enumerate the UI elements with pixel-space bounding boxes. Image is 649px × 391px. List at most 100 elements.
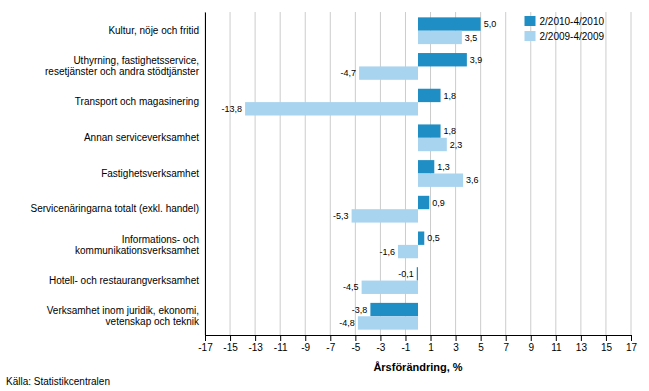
legend: 2/2010-4/20102/2009-4/2009 [525,16,605,42]
data-label: 0,9 [432,198,445,208]
grid-line [631,12,632,335]
tick-mark [581,335,582,341]
bar [418,160,434,173]
legend-swatch [525,16,536,26]
data-label: 3,9 [470,55,483,65]
grid-line [605,12,606,335]
tick: 11 [551,335,562,353]
bar [418,17,481,30]
bar [352,209,418,222]
data-label: 2,3 [450,140,463,150]
tick-mark [456,335,457,341]
data-label: 3,6 [466,175,479,185]
category-label: Annan serviceverksamhet [84,132,199,143]
tick-mark [531,335,532,341]
grid-line [255,12,256,335]
tick-label: -7 [326,342,335,353]
category-label: Informations- ochkommunikationsverksamhe… [75,234,199,256]
x-axis: -17-15-13-11-9-7-5-3-11357911131517 [198,335,637,353]
bar [418,89,441,102]
tick-mark [631,335,632,341]
tick: Servicenäringarna totalt (exkl. handel) [31,203,205,214]
tick-mark [606,335,607,341]
data-label: 1,3 [437,162,450,172]
data-label: 1,8 [444,91,457,101]
data-label: -3,8 [352,305,368,315]
tick-mark [556,335,557,341]
bar [418,231,424,244]
source-note: Källa: Statistikcentralen [6,376,110,387]
tick: -17 [198,335,213,353]
tick: 7 [503,335,509,353]
bar [418,138,447,151]
tick-mark [280,335,281,341]
grid-line [280,12,281,335]
bars [245,17,481,329]
grid-line [205,12,206,335]
tick-label: 11 [551,342,562,353]
tick-label: -15 [223,342,238,353]
tick-label: -9 [301,342,310,353]
tick: -7 [326,335,335,353]
category-label: Fastighetsverksamhet [101,168,199,179]
legend-swatch [525,31,536,41]
tick: Kultur, nöje och fritid [108,25,205,36]
bar [418,31,462,44]
tick: Uthyrning, fastighetsservice,resetjänste… [45,55,205,77]
grid-line [305,12,306,335]
category-label: Verksamhet inom juridik, ekonomi,vetensk… [47,305,200,327]
tick: -3 [376,335,385,353]
tick: -13 [248,335,263,353]
tick-label: 17 [626,342,638,353]
data-labels: 5,03,91,81,81,30,90,5-0,1-3,83,5-4,7-13,… [222,19,497,328]
tick: 15 [601,335,613,353]
category-label-line: Kultur, nöje och fritid [108,25,199,36]
axis-line [205,13,206,336]
chart: 5,03,91,81,81,30,90,5-0,1-3,83,5-4,7-13,… [0,0,649,391]
tick: -9 [301,335,310,353]
data-label: 1,8 [444,126,457,136]
grid-line [505,12,506,335]
data-label: 3,5 [465,33,478,43]
bar [362,281,418,294]
tick: 3 [453,335,459,353]
category-label: Transport och magasinering [75,96,199,107]
tick: -1 [402,335,411,353]
data-label: -5,3 [333,211,349,221]
category-label-line: Annan serviceverksamhet [84,132,199,143]
tick: Fastighetsverksamhet [101,168,205,179]
data-label: -0,1 [398,269,414,279]
bar [418,53,467,66]
tick-label: -5 [351,342,360,353]
tick-label: -13 [248,342,263,353]
tick-mark [205,335,206,341]
category-label-line: resetjänster och andra stödtjänster [45,66,200,77]
tick-label: -11 [274,342,288,353]
tick: 13 [576,335,588,353]
tick: 9 [528,335,534,353]
grid-line [330,12,331,335]
tick: Informations- ochkommunikationsverksamhe… [75,234,205,256]
data-label: -1,6 [379,247,395,257]
grid-line [580,12,581,335]
tick: 1 [428,335,434,353]
tick-mark [481,335,482,341]
tick-mark [405,335,406,341]
legend-label: 2/2010-4/2010 [540,16,605,27]
tick: -5 [351,335,360,353]
category-label-line: Uthyrning, fastighetsservice, [73,55,199,66]
category-label-line: kommunikationsverksamhet [75,245,199,256]
tick-label: 9 [528,342,534,353]
category-label-line: Informations- och [122,234,199,245]
bar [418,124,441,137]
bar [418,196,429,209]
data-label: -4,8 [339,318,355,328]
category-label: Hotell- och restaurangverksamhet [49,275,199,286]
data-label: -13,8 [222,104,243,114]
category-label: Uthyrning, fastighetsservice,resetjänste… [45,55,200,77]
data-label: 5,0 [484,19,497,29]
category-label-line: Hotell- och restaurangverksamhet [49,275,199,286]
data-label: -4,7 [341,68,357,78]
category-label-line: vetenskap och teknik [106,316,200,327]
tick-mark [506,335,507,341]
